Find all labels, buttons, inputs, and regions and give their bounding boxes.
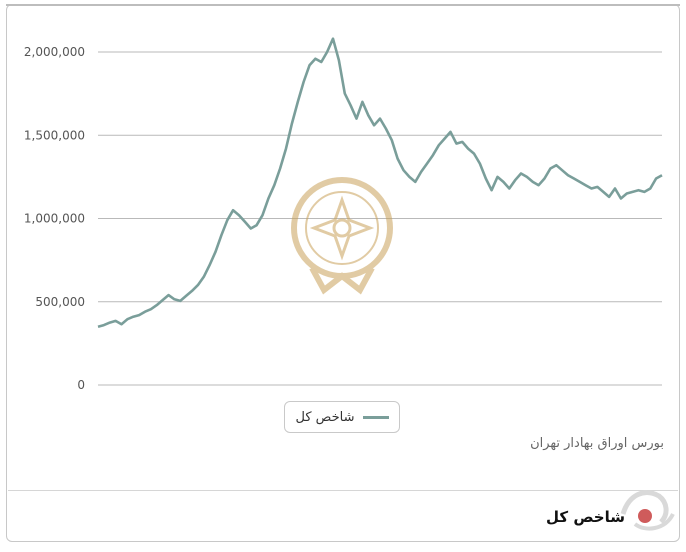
y-tick-label: 0 [77,378,85,392]
tehran-stock-exchange-seal [291,177,393,295]
legend-box[interactable]: شاخص کل [284,401,400,433]
y-tick-label: 1,500,000 [24,128,85,142]
legend-line-swatch [362,415,389,419]
y-tick-label: 1,000,000 [24,212,85,226]
source-caption: بورس اوراق بهادار تهران [530,436,664,451]
footer-divider [8,490,678,491]
footer-title: شاخص کل [546,508,625,526]
card-top-border [6,4,680,6]
y-tick-label: 500,000 [35,295,85,309]
grid-layer [98,51,662,386]
series-line-shakhes-kol [97,37,663,328]
legend-label: شاخص کل [295,409,355,425]
site-logo-watermark-icon [620,490,675,531]
y-axis-ticks: 0 500,000 1,000,000 1,500,000 2,000,000 [24,45,85,392]
y-tick-label: 2,000,000 [24,45,85,59]
